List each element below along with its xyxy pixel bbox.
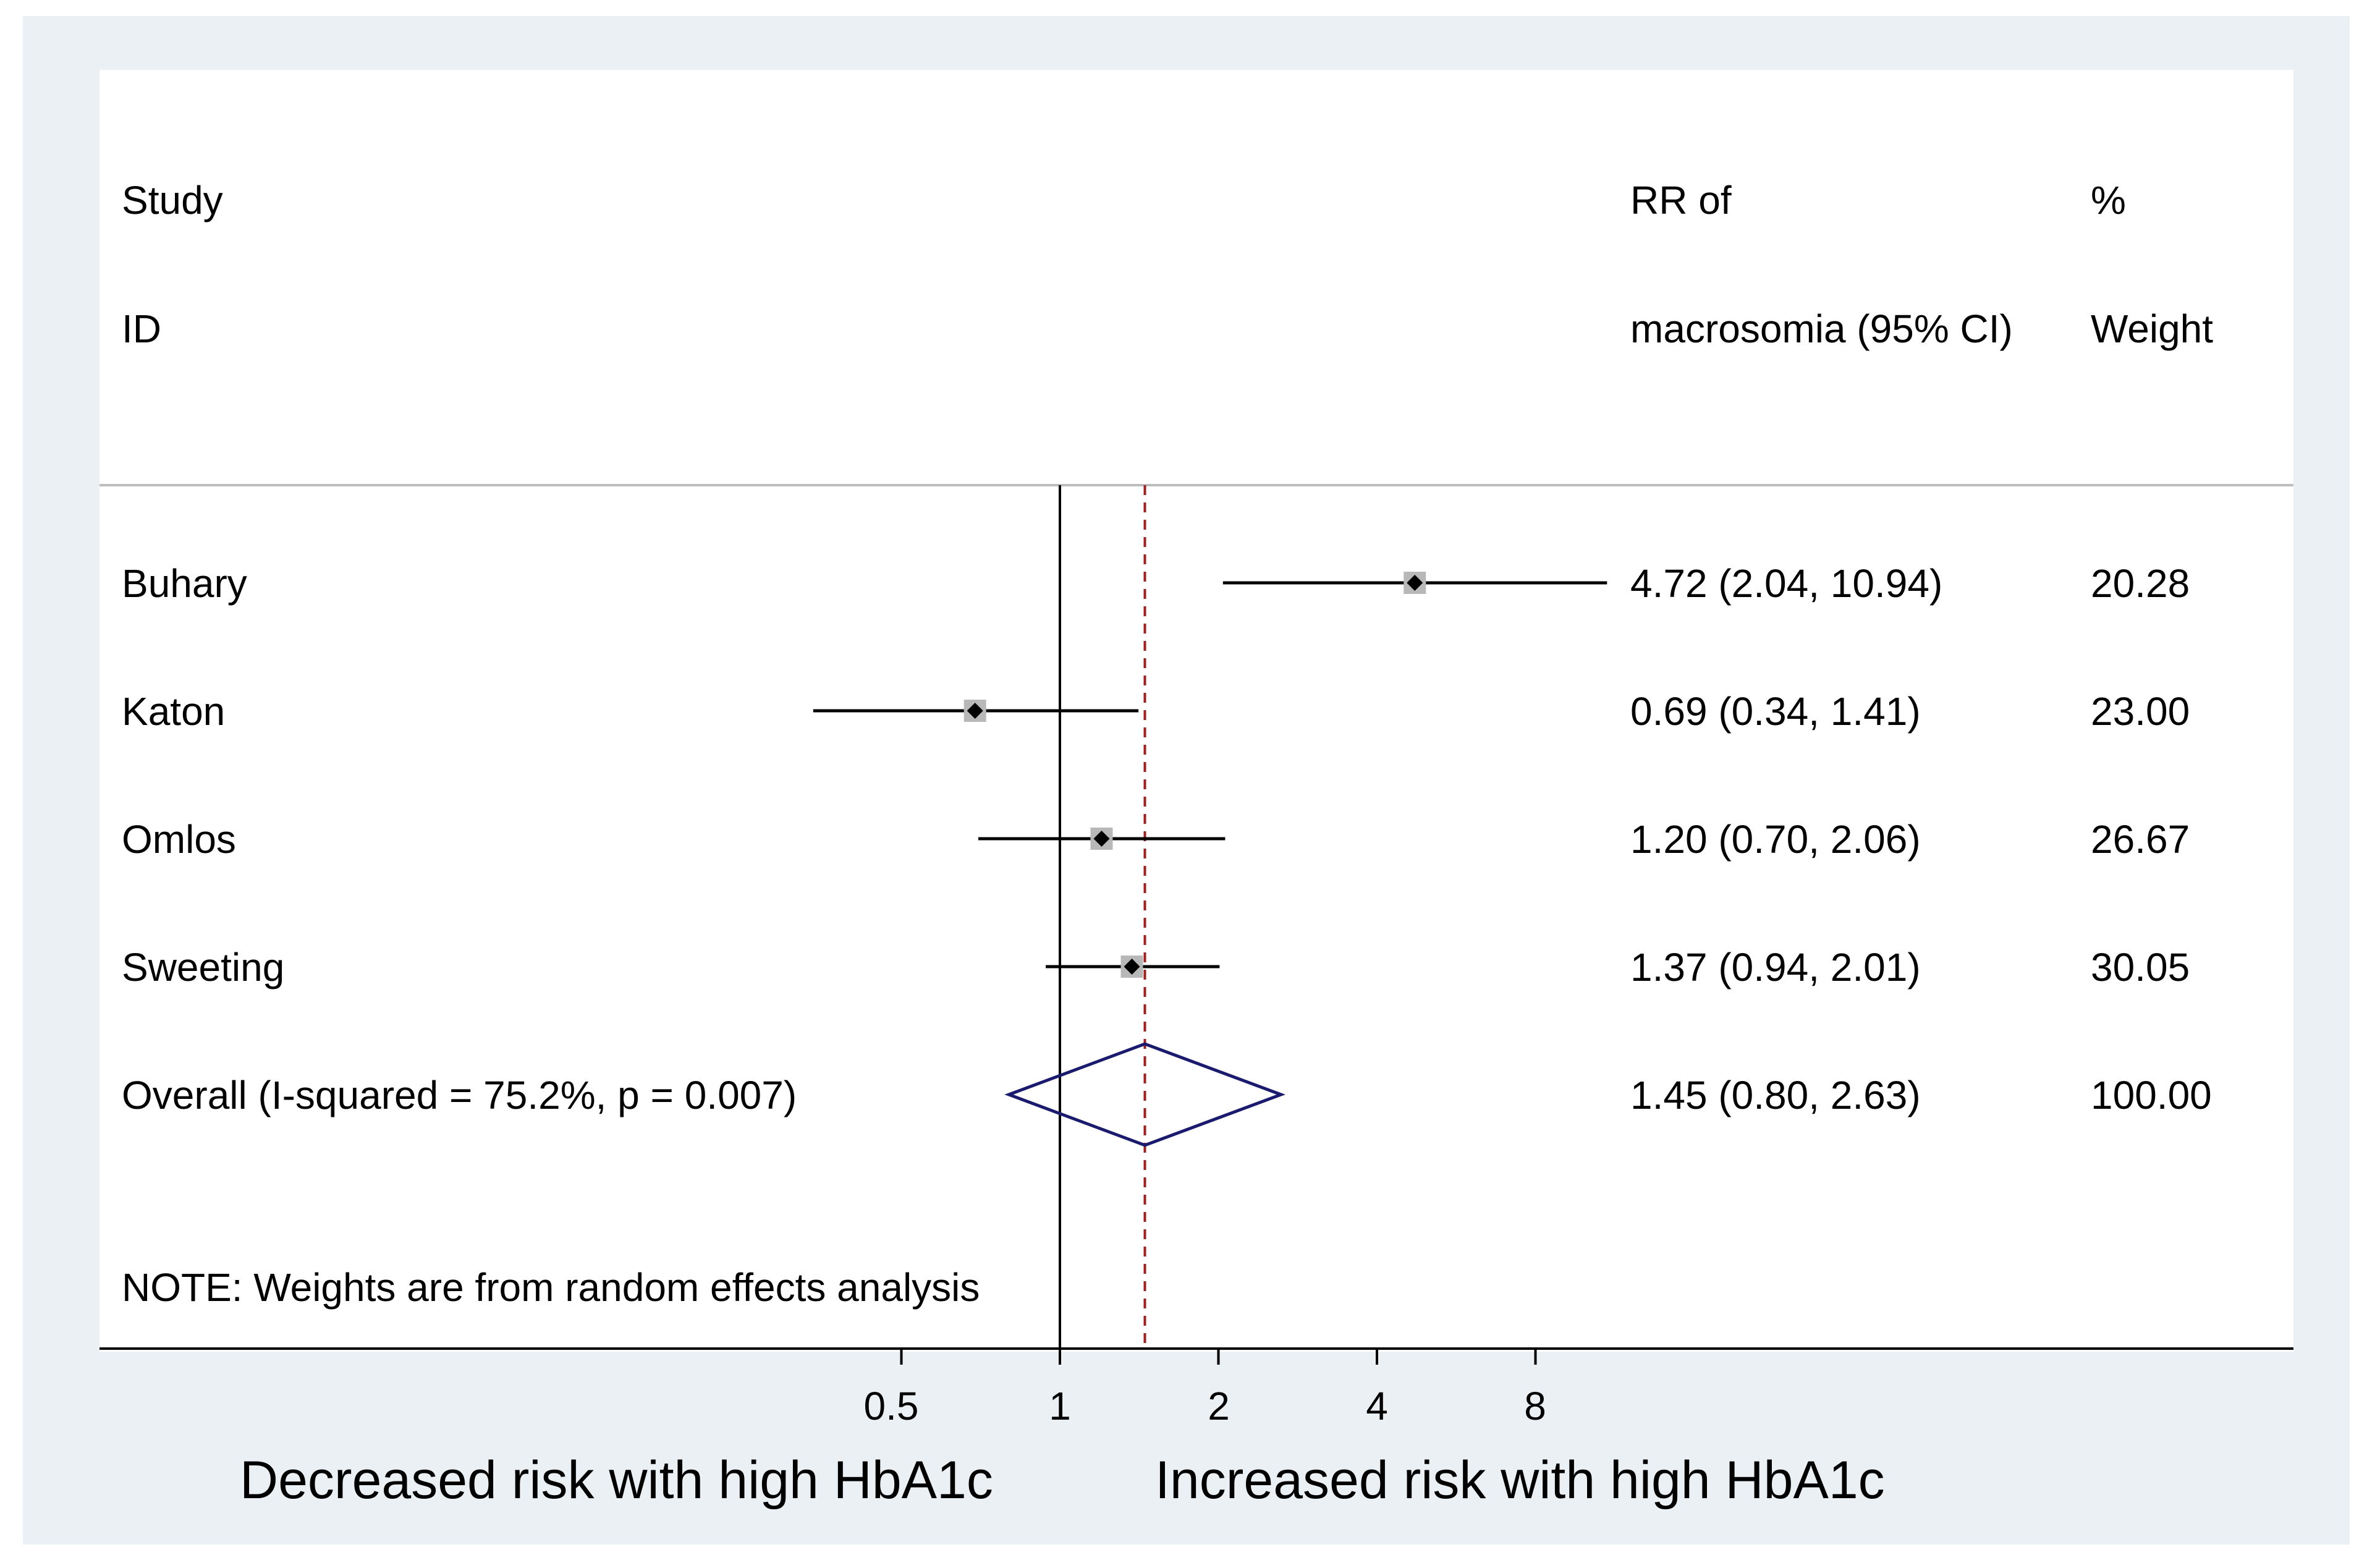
overall-label: Overall (I-squared = 75.2%, p = 0.007): [122, 1073, 797, 1117]
weight-omlos: 26.67: [2091, 817, 2190, 862]
point-estimate-sweeting: [1124, 959, 1140, 975]
weight-sweeting: 30.05: [2091, 945, 2190, 990]
ci-text-katon: 0.69 (0.34, 1.41): [1630, 689, 1921, 734]
header-rr-ci: macrosomia (95% CI): [1630, 307, 2013, 351]
header-study: Study: [122, 178, 223, 222]
x-tick-label: 8: [1524, 1384, 1546, 1428]
ci-text-sweeting: 1.37 (0.94, 2.01): [1630, 945, 1921, 990]
header-percent: %: [2091, 178, 2126, 222]
x-tick-label: 0.5: [863, 1384, 919, 1428]
ci-text-buhary: 4.72 (2.04, 10.94): [1630, 561, 1943, 606]
study-label-buhary: Buhary: [122, 561, 247, 606]
study-label-katon: Katon: [122, 689, 226, 734]
overall-diamond: [1004, 1042, 1286, 1147]
header-weight: Weight: [2091, 307, 2214, 351]
plot-area: [100, 70, 2293, 1352]
weight-katon: 23.00: [2091, 689, 2190, 734]
x-tick-label: 1: [1049, 1384, 1071, 1428]
note-text: NOTE: Weights are from random effects an…: [122, 1265, 980, 1310]
point-estimate-omlos: [1093, 831, 1110, 847]
overall-weight: 100.00: [2091, 1073, 2212, 1117]
study-label-omlos: Omlos: [122, 817, 236, 862]
header-rr: RR of: [1630, 178, 1732, 222]
ci-text-omlos: 1.20 (0.70, 2.06): [1630, 817, 1921, 862]
x-axis-left-label: Decreased risk with high HbA1c: [240, 1451, 993, 1510]
point-estimate-katon: [967, 703, 983, 719]
x-axis-right-label: Increased risk with high HbA1c: [1155, 1451, 1885, 1510]
weight-buhary: 20.28: [2091, 561, 2190, 606]
overall-ci-text: 1.45 (0.80, 2.63): [1630, 1073, 1921, 1117]
study-label-sweeting: Sweeting: [122, 945, 285, 990]
header-id: ID: [122, 307, 161, 351]
point-estimate-buhary: [1407, 575, 1423, 591]
x-tick-label: 4: [1366, 1384, 1388, 1428]
x-tick-label: 2: [1208, 1384, 1230, 1428]
